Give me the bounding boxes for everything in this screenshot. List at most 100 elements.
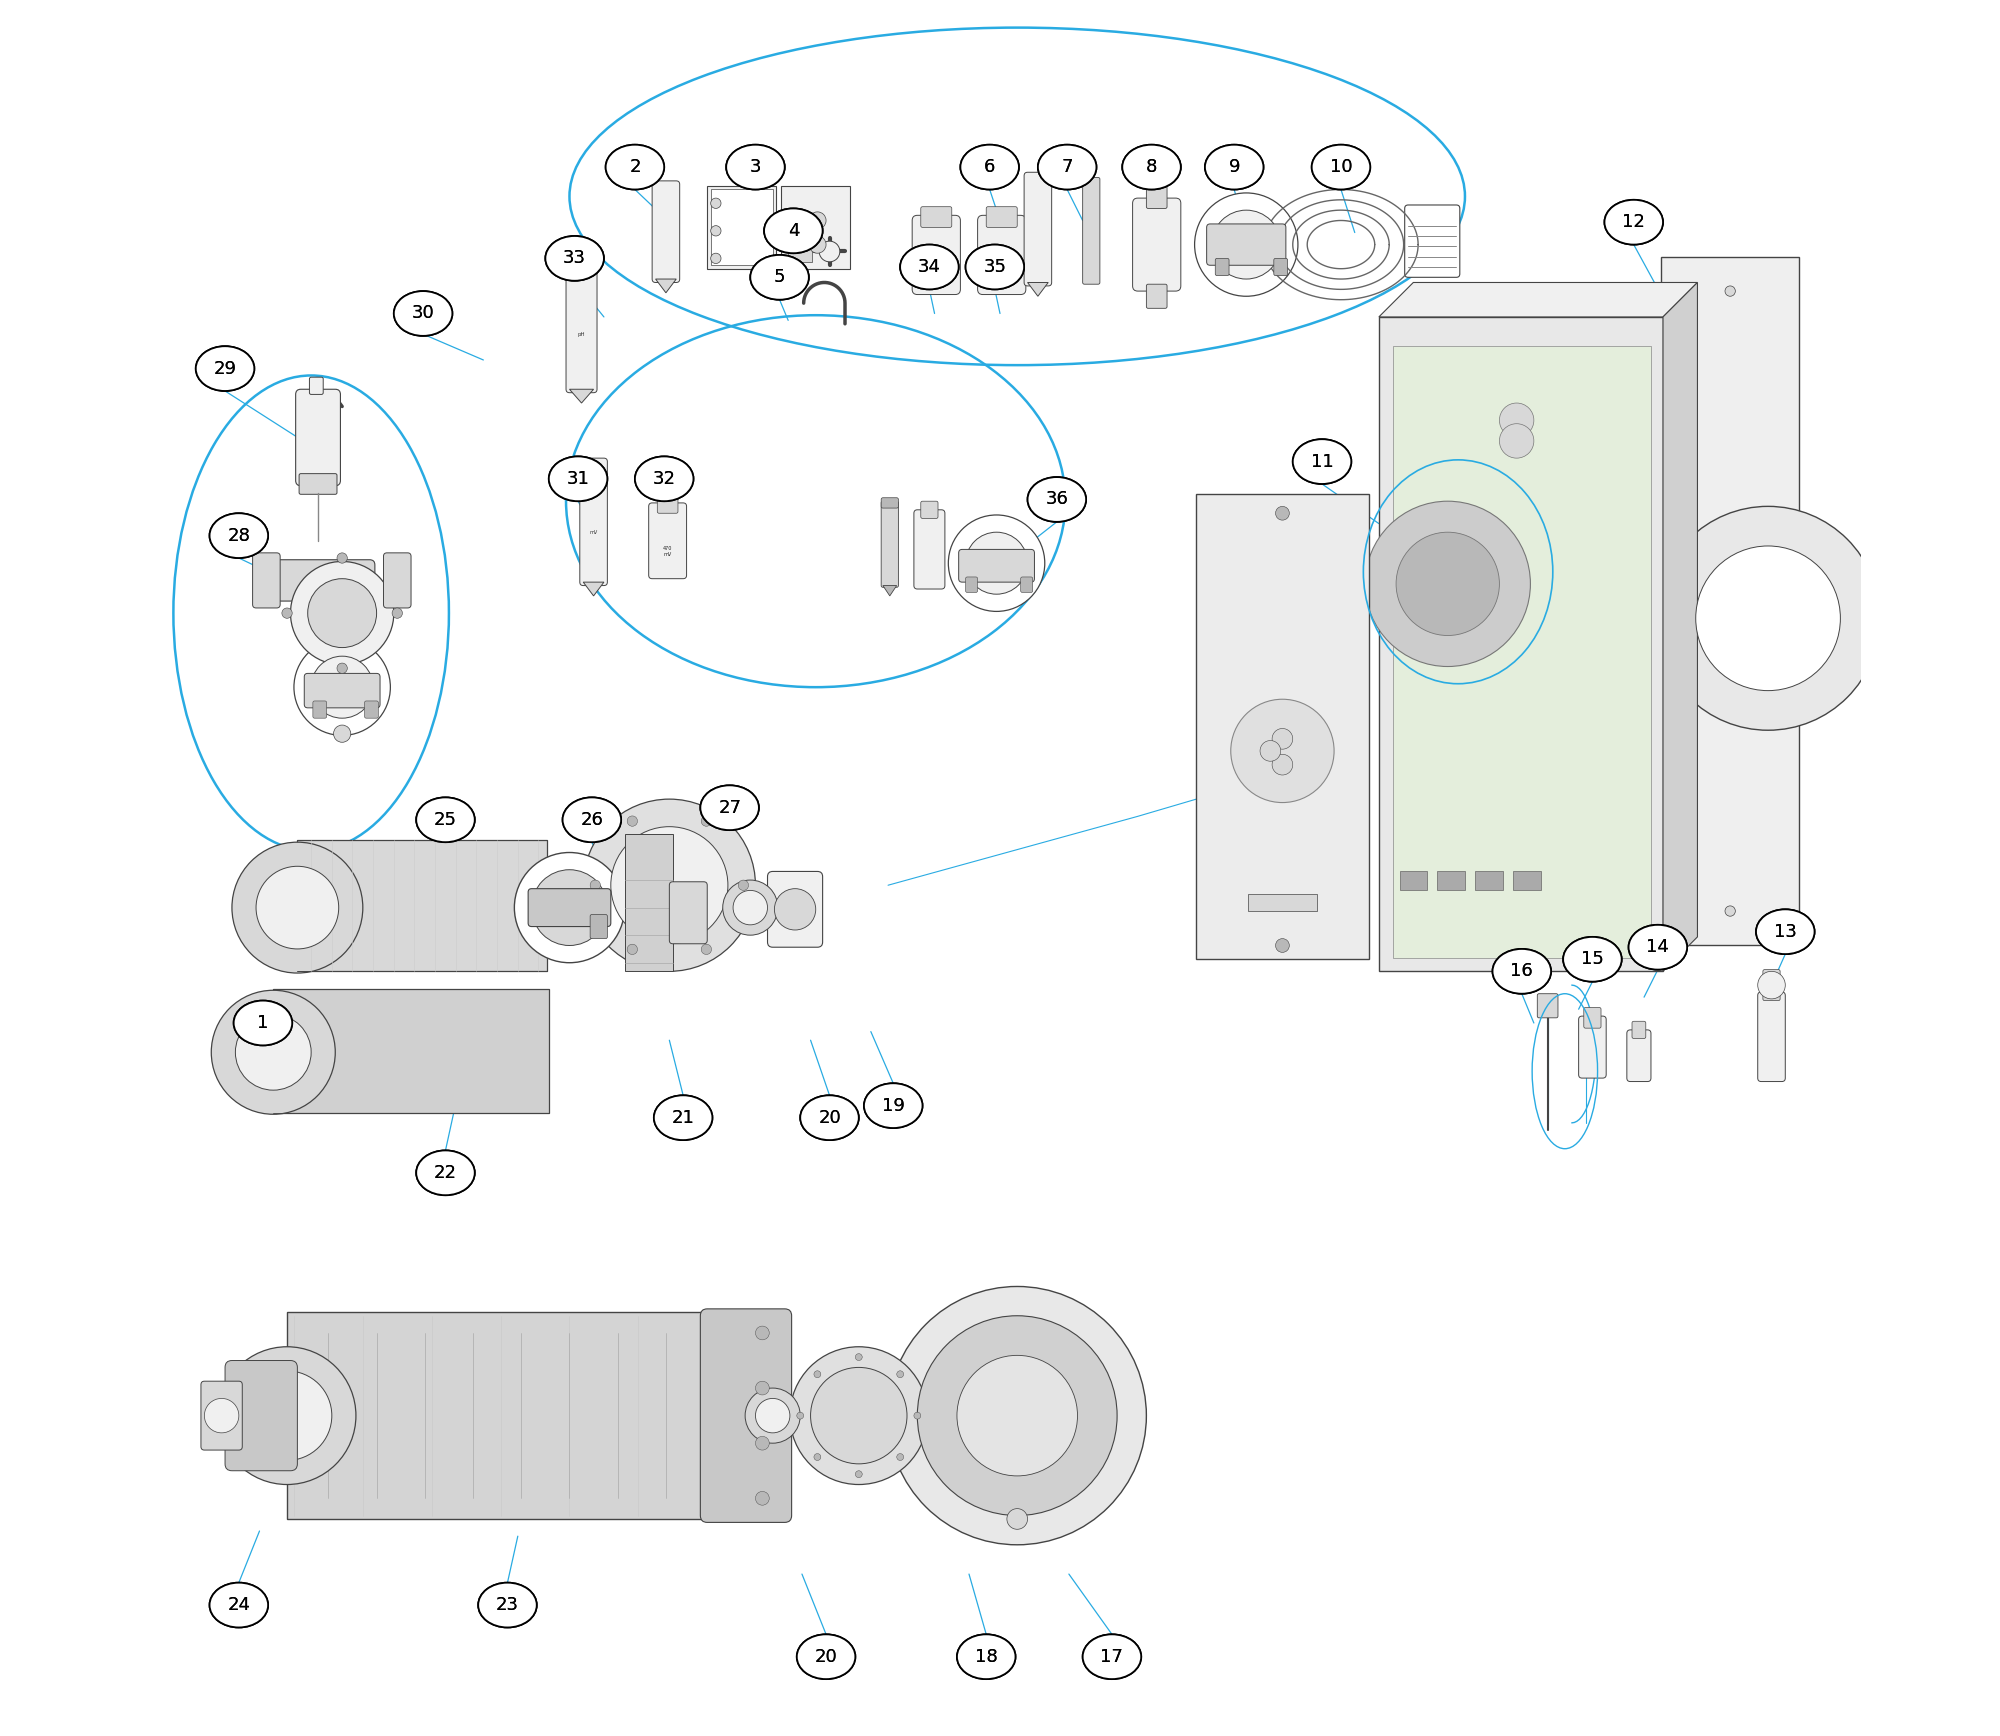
Text: 4: 4 [788, 222, 800, 240]
Text: 18: 18 [974, 1647, 998, 1667]
Ellipse shape [210, 514, 268, 557]
Ellipse shape [900, 245, 958, 290]
Ellipse shape [956, 1634, 1016, 1679]
Circle shape [1758, 972, 1786, 998]
FancyBboxPatch shape [1132, 198, 1180, 292]
Text: 33: 33 [564, 250, 586, 267]
Ellipse shape [764, 208, 822, 253]
Circle shape [282, 608, 292, 618]
Ellipse shape [726, 144, 784, 189]
Ellipse shape [1756, 910, 1814, 955]
Circle shape [734, 891, 768, 925]
Ellipse shape [1312, 144, 1370, 189]
FancyBboxPatch shape [1404, 205, 1460, 278]
FancyBboxPatch shape [1274, 259, 1288, 276]
Circle shape [814, 1371, 820, 1378]
Ellipse shape [900, 245, 958, 290]
FancyBboxPatch shape [912, 215, 960, 295]
Text: 8: 8 [1146, 158, 1158, 175]
Text: 28: 28 [228, 526, 250, 545]
Circle shape [1396, 533, 1500, 635]
Circle shape [1500, 403, 1534, 437]
FancyBboxPatch shape [1082, 177, 1100, 285]
Ellipse shape [234, 1000, 292, 1045]
FancyBboxPatch shape [590, 915, 608, 939]
Text: 11: 11 [1310, 453, 1334, 470]
Text: 11: 11 [1310, 453, 1334, 470]
Text: 23: 23 [496, 1595, 518, 1614]
FancyBboxPatch shape [384, 552, 412, 608]
Ellipse shape [700, 785, 758, 830]
Circle shape [948, 516, 1044, 611]
Ellipse shape [654, 1095, 712, 1141]
Polygon shape [882, 585, 896, 595]
Ellipse shape [1756, 910, 1814, 955]
Circle shape [294, 639, 390, 736]
Ellipse shape [634, 457, 694, 502]
Ellipse shape [700, 785, 758, 830]
Circle shape [746, 1389, 800, 1443]
Circle shape [1276, 939, 1290, 953]
Text: PH 7: PH 7 [994, 259, 1010, 264]
Circle shape [628, 944, 638, 955]
Ellipse shape [1122, 144, 1180, 189]
Bar [288, 1312, 766, 1519]
Text: 4: 4 [788, 222, 800, 240]
Ellipse shape [210, 1583, 268, 1627]
FancyBboxPatch shape [528, 889, 610, 927]
Circle shape [808, 236, 826, 253]
FancyBboxPatch shape [580, 458, 608, 585]
Ellipse shape [750, 255, 808, 300]
Ellipse shape [1122, 144, 1180, 189]
Circle shape [710, 253, 722, 264]
Ellipse shape [562, 797, 622, 842]
Ellipse shape [210, 1583, 268, 1627]
Text: 12: 12 [1622, 214, 1646, 231]
Text: 34: 34 [918, 259, 940, 276]
FancyBboxPatch shape [670, 882, 708, 944]
FancyBboxPatch shape [768, 871, 822, 948]
Ellipse shape [546, 236, 604, 281]
Text: 9: 9 [1228, 158, 1240, 175]
Text: 22: 22 [434, 1163, 456, 1182]
FancyBboxPatch shape [648, 503, 686, 578]
Text: 2: 2 [630, 158, 640, 175]
Circle shape [774, 889, 816, 930]
Circle shape [204, 1399, 238, 1432]
FancyBboxPatch shape [882, 498, 898, 509]
Circle shape [896, 1371, 904, 1378]
Polygon shape [1028, 283, 1048, 297]
Circle shape [710, 226, 722, 236]
Ellipse shape [1564, 937, 1622, 981]
Circle shape [256, 866, 338, 950]
Polygon shape [584, 582, 604, 595]
Polygon shape [656, 279, 676, 293]
FancyBboxPatch shape [252, 552, 280, 608]
Circle shape [1276, 507, 1290, 521]
Ellipse shape [1292, 439, 1352, 484]
FancyBboxPatch shape [1758, 991, 1786, 1082]
Ellipse shape [956, 1634, 1016, 1679]
Circle shape [956, 1356, 1078, 1476]
Text: 34: 34 [918, 259, 940, 276]
Ellipse shape [654, 1095, 712, 1141]
Ellipse shape [1492, 950, 1552, 993]
Text: 10: 10 [1330, 158, 1352, 175]
FancyBboxPatch shape [262, 559, 374, 601]
Text: 5: 5 [774, 269, 786, 286]
Bar [1662, 257, 1800, 946]
Text: mV: mV [590, 529, 598, 535]
Text: 35: 35 [984, 259, 1006, 276]
Circle shape [628, 816, 638, 826]
Ellipse shape [478, 1583, 536, 1627]
Circle shape [914, 1411, 920, 1418]
Ellipse shape [960, 144, 1018, 189]
Text: 6: 6 [984, 158, 996, 175]
Text: 21: 21 [672, 1109, 694, 1127]
Ellipse shape [394, 292, 452, 335]
Text: 15: 15 [1580, 950, 1604, 969]
Bar [1476, 871, 1502, 891]
Text: 31: 31 [566, 470, 590, 488]
Ellipse shape [416, 1151, 474, 1194]
Polygon shape [570, 389, 594, 403]
